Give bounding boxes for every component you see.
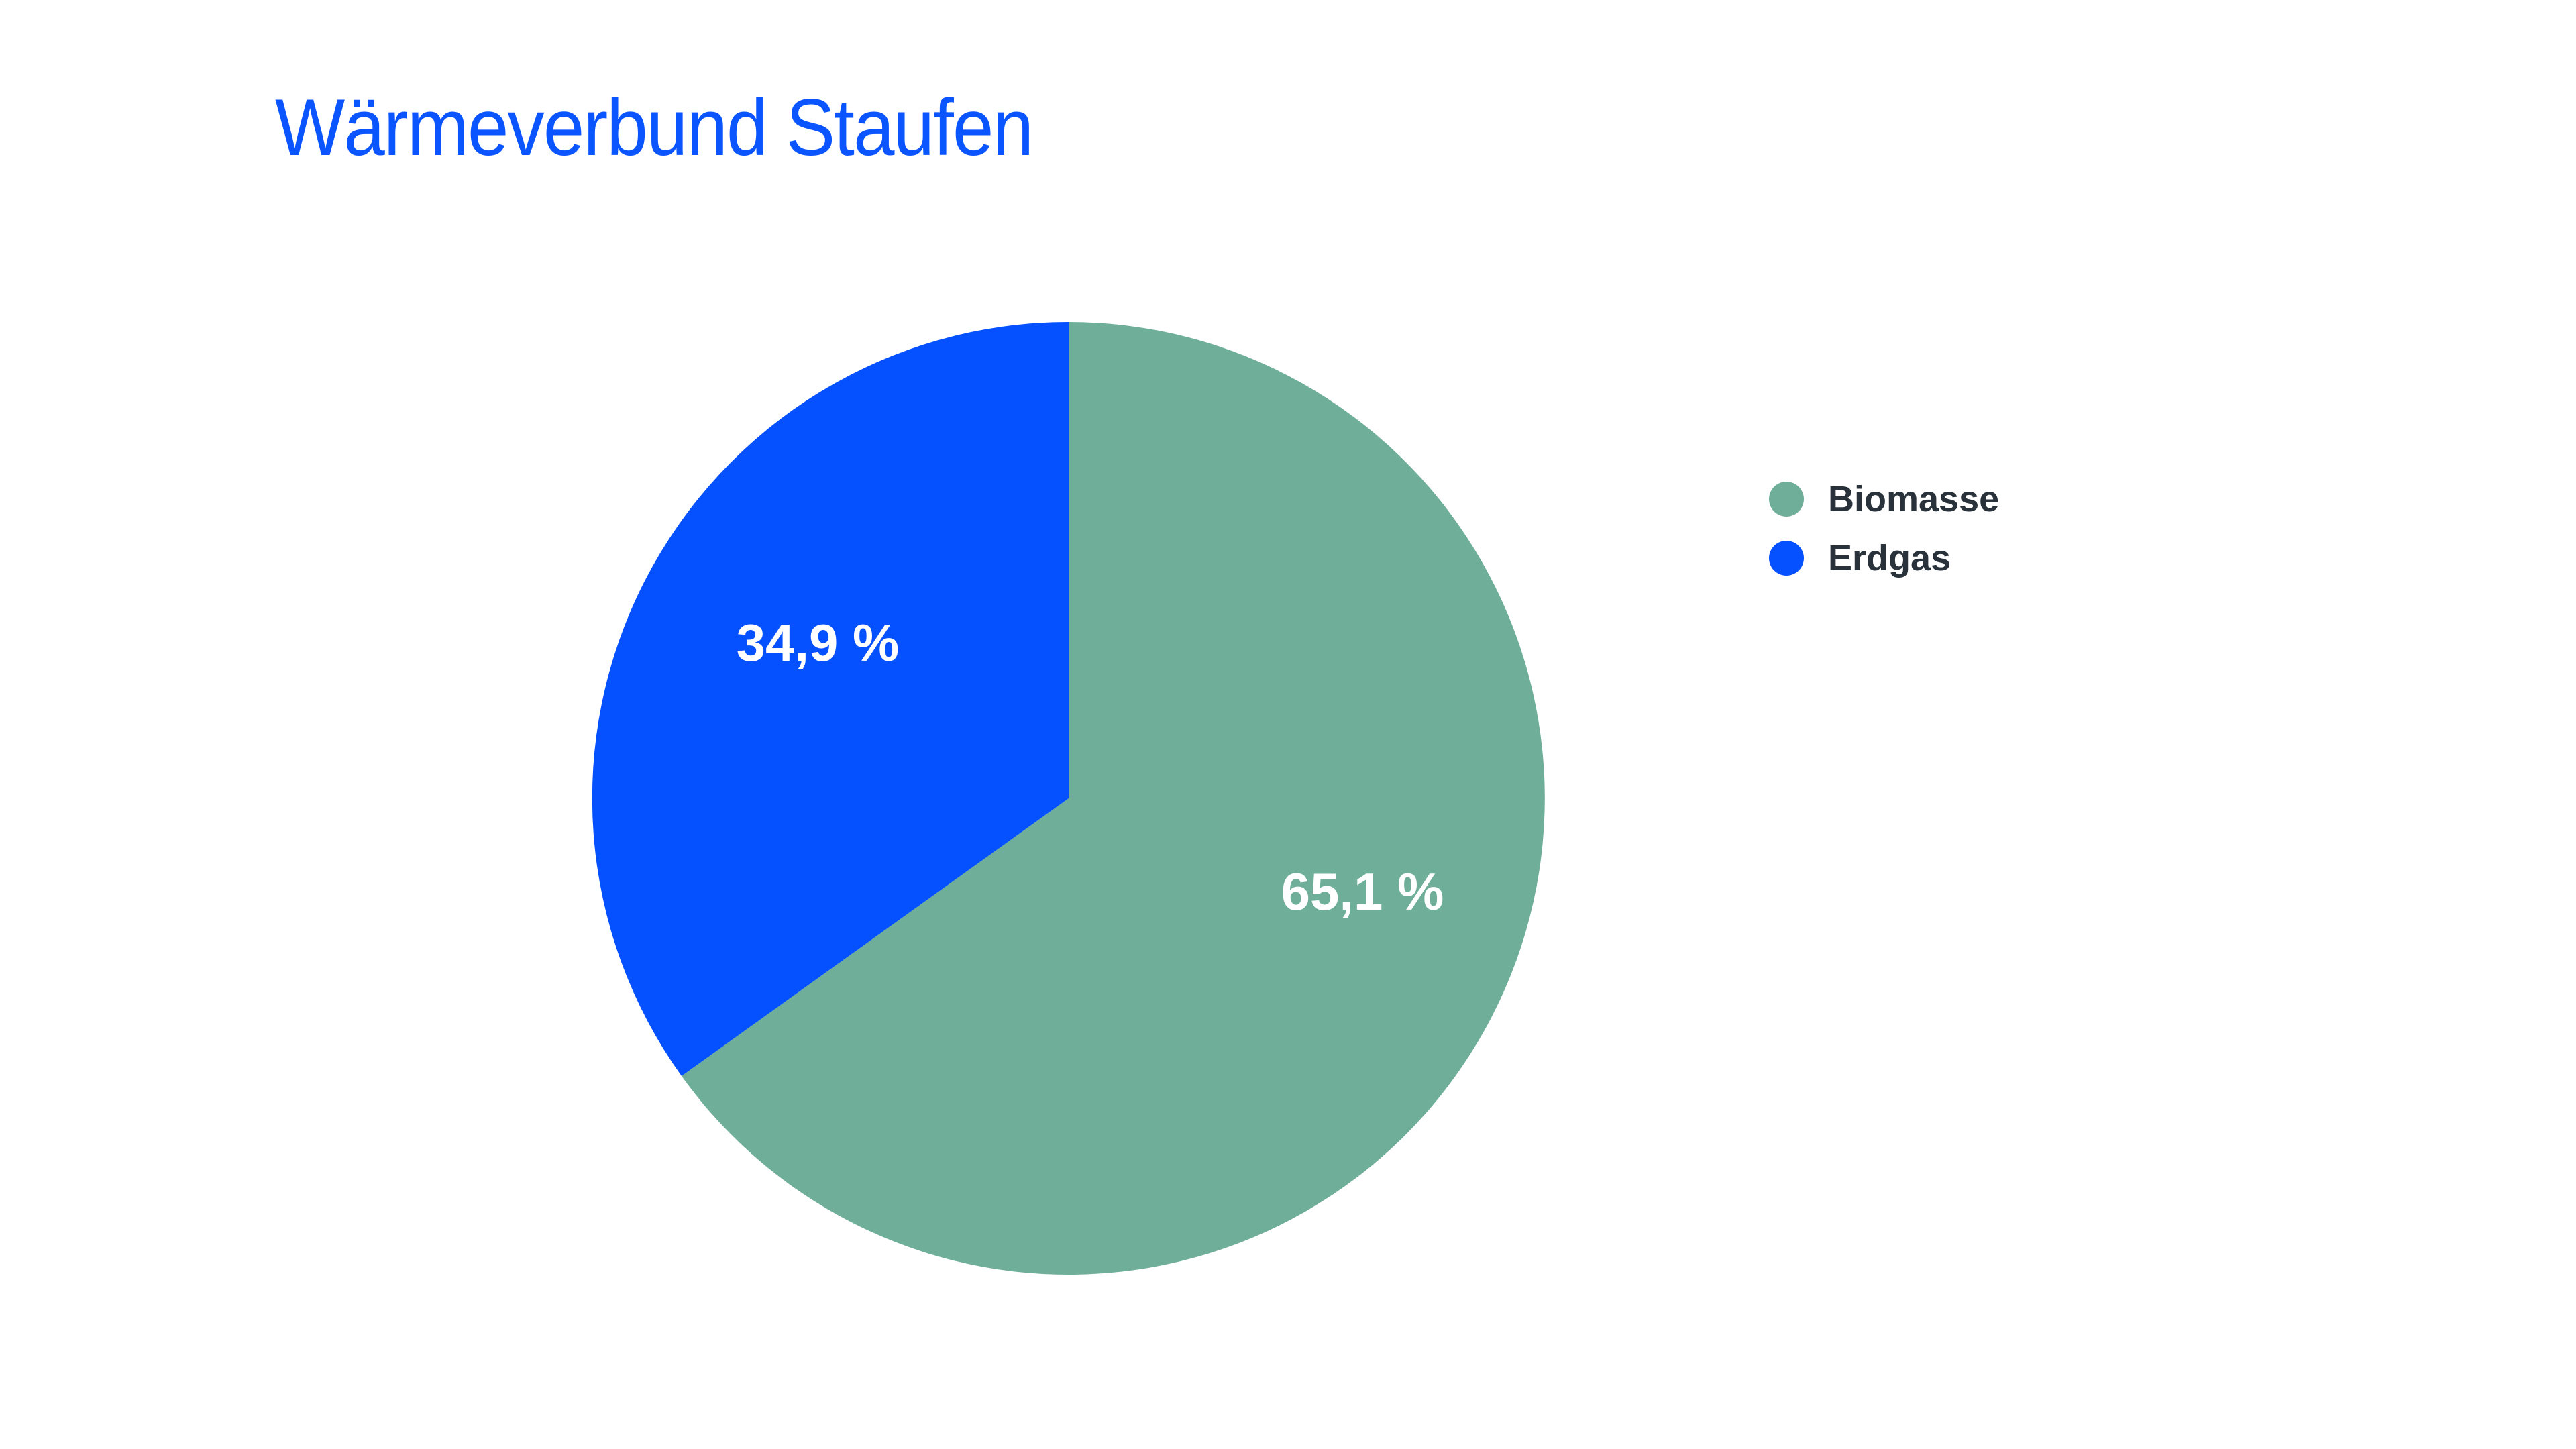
legend-item-erdgas[interactable]: Erdgas — [1769, 529, 1999, 588]
slice-label-erdgas: 34,9 % — [736, 613, 900, 672]
legend-item-biomasse[interactable]: Biomasse — [1769, 470, 1999, 529]
legend-label: Biomasse — [1828, 479, 2000, 519]
pie-slice-biomasse[interactable] — [682, 322, 1545, 1275]
slice-label-biomasse: 65,1 % — [1281, 862, 1444, 921]
pie-slice-erdgas[interactable] — [592, 321, 1069, 1076]
chart-title: Wärmeverbund Staufen — [275, 83, 1034, 172]
legend-swatch-erdgas-icon — [1769, 541, 1804, 576]
legend: Biomasse Erdgas — [1769, 470, 1999, 588]
legend-swatch-biomasse-icon — [1769, 482, 1804, 517]
legend-label: Erdgas — [1828, 538, 1951, 578]
